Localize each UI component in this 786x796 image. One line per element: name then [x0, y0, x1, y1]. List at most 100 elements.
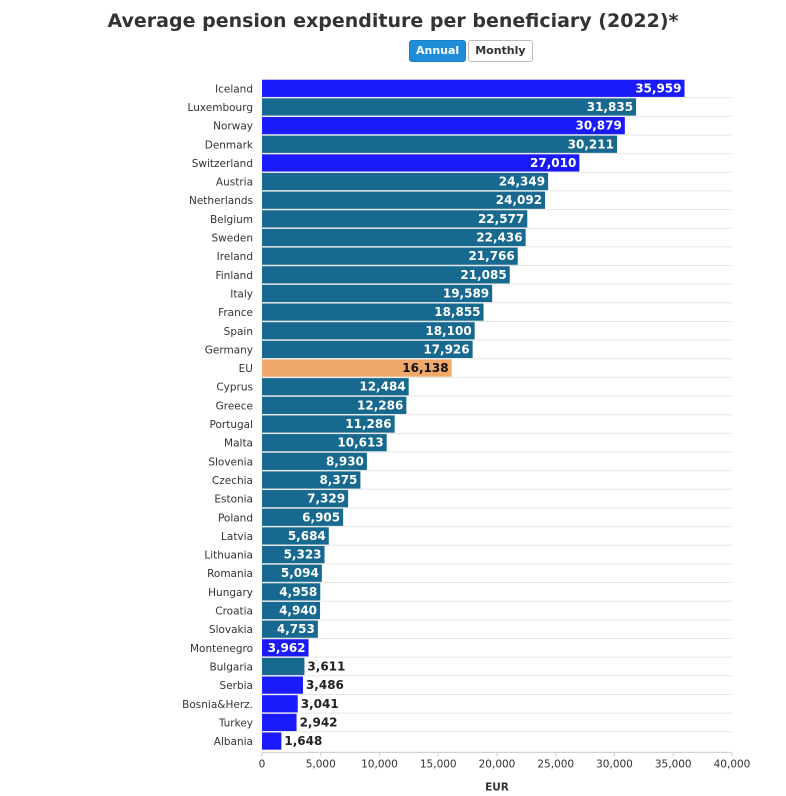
category-label: Poland	[218, 512, 253, 524]
bar	[262, 713, 297, 732]
category-label: Slovenia	[208, 456, 253, 468]
bar	[262, 191, 546, 209]
value-label: 5,094	[281, 566, 319, 580]
bar	[262, 527, 329, 545]
category-label: Denmark	[205, 139, 254, 151]
value-label: 11,286	[345, 417, 391, 431]
value-label: 22,436	[476, 231, 522, 245]
bar	[262, 322, 475, 340]
value-label: 3,962	[268, 641, 306, 655]
category-label: Switzerland	[192, 158, 253, 170]
x-axis-title: EUR	[485, 781, 509, 793]
bar	[262, 303, 484, 321]
category-label: Ireland	[217, 251, 253, 263]
category-label: Latvia	[221, 531, 253, 543]
value-label: 4,753	[277, 622, 315, 636]
value-label: 12,484	[359, 380, 405, 394]
bar	[262, 117, 625, 135]
value-label: 10,613	[337, 436, 383, 450]
category-label: Netherlands	[189, 195, 253, 207]
bar	[262, 247, 518, 265]
bar	[262, 695, 298, 713]
value-label: 3,041	[301, 697, 339, 711]
value-label: 17,926	[423, 342, 469, 356]
category-label: Estonia	[214, 494, 253, 506]
bar	[262, 228, 526, 247]
bar	[262, 434, 387, 452]
x-tick-label: 25,000	[537, 758, 574, 770]
value-label: 30,879	[576, 119, 622, 133]
value-label: 7,329	[307, 492, 345, 506]
category-label: Slovakia	[209, 624, 253, 636]
bar	[262, 359, 452, 377]
category-label: Iceland	[215, 83, 253, 95]
category-label: Sweden	[212, 233, 254, 245]
bar	[262, 154, 580, 172]
bar	[262, 284, 493, 303]
category-label: Bosnia&Herz.	[182, 699, 253, 711]
category-label: Cyprus	[216, 382, 253, 394]
category-label: Hungary	[208, 587, 253, 599]
category-label: Croatia	[215, 606, 253, 618]
bar	[262, 340, 473, 359]
category-label: Serbia	[220, 680, 253, 692]
bar	[262, 266, 510, 284]
category-label: EU	[239, 363, 253, 375]
x-tick-label: 30,000	[596, 758, 633, 770]
bar	[262, 601, 321, 620]
bar	[262, 79, 685, 97]
annual-button[interactable]: Annual	[409, 40, 467, 62]
category-label: Portugal	[210, 419, 254, 431]
x-tick-label: 0	[259, 758, 266, 770]
category-label: Greece	[216, 400, 253, 412]
category-label: Montenegro	[190, 643, 253, 655]
category-label: Lithuania	[204, 550, 253, 562]
value-label: 27,010	[530, 156, 576, 170]
bar	[262, 98, 637, 116]
value-label: 1,648	[284, 734, 322, 748]
bar	[262, 732, 282, 750]
value-label: 8,375	[319, 473, 357, 487]
value-label: 3,611	[307, 659, 345, 673]
category-label: Finland	[215, 270, 253, 282]
category-label: Austria	[216, 177, 253, 189]
bar	[262, 210, 528, 228]
bar	[262, 620, 318, 638]
bar	[262, 545, 325, 564]
category-label: Malta	[224, 438, 253, 450]
category-label: Czechia	[212, 475, 253, 487]
category-label: Italy	[230, 288, 253, 300]
value-label: 6,905	[302, 510, 340, 524]
x-tick-label: 15,000	[420, 758, 457, 770]
category-label: France	[218, 307, 253, 319]
value-label: 21,766	[468, 249, 514, 263]
period-toggle: Annual Monthly	[409, 40, 533, 62]
monthly-button[interactable]: Monthly	[468, 40, 533, 62]
x-tick-label: 5,000	[306, 758, 336, 770]
x-tick-label: 40,000	[714, 758, 751, 770]
value-label: 18,100	[425, 324, 471, 338]
category-label: Romania	[207, 568, 253, 580]
value-label: 24,092	[496, 193, 542, 207]
bar	[262, 172, 549, 191]
value-label: 5,684	[288, 529, 326, 543]
bar	[262, 676, 303, 694]
category-label: Luxembourg	[188, 102, 253, 114]
bar	[262, 378, 409, 396]
x-tick-label: 20,000	[479, 758, 516, 770]
value-label: 12,286	[357, 398, 403, 412]
value-label: 3,486	[306, 678, 344, 692]
bar	[262, 564, 322, 582]
bar	[262, 639, 309, 657]
value-label: 4,958	[279, 585, 317, 599]
value-label: 30,211	[568, 137, 614, 151]
value-label: 24,349	[499, 175, 545, 189]
bar	[262, 508, 344, 526]
category-label: Turkey	[218, 717, 253, 729]
value-label: 4,940	[279, 604, 317, 618]
category-label: Belgium	[210, 214, 253, 226]
value-label: 35,959	[635, 81, 681, 95]
x-tick-label: 10,000	[361, 758, 398, 770]
value-label: 8,930	[326, 454, 364, 468]
value-label: 31,835	[587, 100, 633, 114]
